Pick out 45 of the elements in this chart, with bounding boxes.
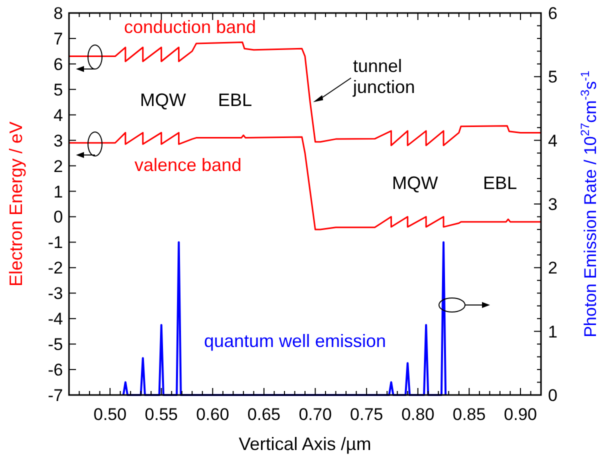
x-axis-title: Vertical Axis /µm: [238, 434, 372, 454]
line-series: [68, 42, 542, 146]
y-tick-label: 6: [54, 54, 63, 74]
annotation: MQW: [392, 173, 438, 193]
y2-tick-label: 0: [548, 386, 558, 405]
x-tick-label: 0.85: [452, 405, 486, 424]
x-tick-label: 0.75: [350, 405, 384, 424]
y-tick-label: 0: [54, 208, 63, 227]
y-tick-label: -7: [48, 386, 63, 405]
y-tick-label: 8: [54, 4, 63, 23]
y-tick-label: -5: [48, 335, 63, 354]
y2-tick-label: 1: [548, 322, 558, 342]
y-tick-label: 5: [54, 80, 63, 100]
y2-tick-label: 2: [548, 258, 558, 278]
annotation: MQW: [140, 90, 186, 110]
line-series: [122, 241, 447, 396]
x-tick-label: 0.60: [196, 405, 230, 424]
series-label: quantum well emission: [204, 331, 386, 351]
x-tick-label: 0.55: [144, 405, 178, 424]
x-tick-label: 0.80: [401, 405, 434, 424]
y2-tick-label: 4: [548, 131, 558, 150]
y-tick-label: -1: [48, 233, 63, 252]
y-tick-label: 2: [54, 156, 63, 176]
annotation: EBL: [482, 173, 518, 193]
y-tick-label: 4: [54, 106, 63, 125]
annotation: tunnel junction: [352, 56, 416, 97]
y2-tick-label: 3: [548, 195, 558, 214]
y2-tick-label: 5: [548, 68, 558, 87]
series-label: valence band: [134, 155, 242, 175]
series-label: conduction band: [124, 17, 256, 37]
x-tick-label: 0.50: [93, 405, 127, 424]
y-tick-label: -3: [48, 284, 63, 304]
y-tick-label: -6: [48, 360, 63, 380]
y-tick-label: -4: [48, 310, 63, 329]
x-tick-label: 0.65: [247, 405, 281, 424]
y2-tick-label: 6: [548, 4, 558, 23]
y-tick-label: 1: [54, 182, 63, 202]
y-tick-label: 7: [54, 29, 63, 48]
y-axis-title: Electron Energy / eV: [6, 121, 26, 287]
annotation: EBL: [218, 90, 252, 110]
y-tick-label: -2: [48, 258, 63, 278]
x-tick-label: 0.90: [504, 405, 538, 424]
x-tick-label: 0.70: [298, 405, 332, 424]
line-series: [68, 132, 542, 230]
y-tick-label: 3: [54, 131, 63, 150]
